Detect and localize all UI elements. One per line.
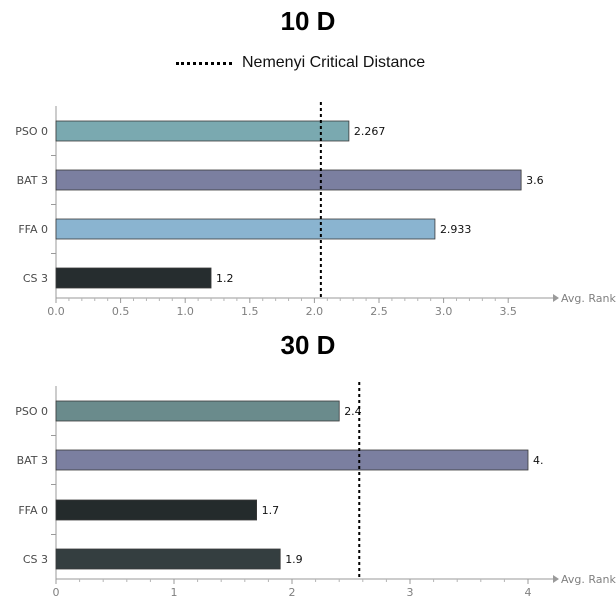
chart-10d-bar [55, 120, 350, 142]
legend: Nemenyi Critical Distance [176, 52, 425, 74]
chart-10d: 0.0 0.5 1.0 1.5 2.0 2.5 3.0 3.5 Avg. Rank PSO 0 2.… [15, 102, 616, 318]
chart-30d-data-label: 1.7 [262, 504, 280, 517]
chart-10d-x-tick-label: 1.5 [241, 305, 259, 318]
chart-30d-x-tick-label: 4 [525, 586, 532, 597]
chart-10d-category-label: FFA 0 [18, 223, 48, 236]
chart-10d-x-axis-arrow [553, 294, 559, 302]
chart-30d-x-axis-arrow [553, 575, 559, 583]
chart-30d-bar [55, 400, 340, 422]
chart-10d-x-axis-label: Avg. Rank [561, 292, 616, 305]
chart-30d-x-tick-label: 0 [53, 586, 60, 597]
chart-10d-bar [55, 218, 436, 240]
chart-10d-data-label: 2.267 [354, 125, 386, 138]
chart-30d-x-tick-label: 2 [289, 586, 296, 597]
chart-10d-x-tick-label: 2.0 [306, 305, 324, 318]
chart-30d-category-label: BAT 3 [17, 454, 48, 467]
chart-10d-bar [55, 267, 212, 289]
legend-dashed-line-icon [176, 61, 232, 65]
chart-30d-bar [55, 548, 281, 570]
chart-10d-bar [55, 169, 522, 191]
chart-10d-x-tick-label: 1.0 [176, 305, 194, 318]
chart-title-30d: 30 D [280, 330, 336, 360]
chart-30d-category-label: PSO 0 [15, 405, 48, 418]
chart-30d-data-label: 1.9 [285, 553, 303, 566]
chart-10d-data-label: 2.933 [440, 223, 472, 236]
chart-10d-category-label: CS 3 [23, 272, 48, 285]
legend-label: Nemenyi Critical Distance [242, 54, 426, 71]
chart-10d-x-tick-label: 2.5 [370, 305, 388, 318]
chart-30d-bar [55, 499, 258, 521]
chart-30d-x-tick-label: 1 [171, 586, 178, 597]
chart-10d-category-label: PSO 0 [15, 125, 48, 138]
chart-10d-x-tick-label: 0.5 [112, 305, 130, 318]
chart-10d-data-label: 3.6 [526, 174, 544, 187]
chart-30d-x-axis-label: Avg. Rank [561, 573, 616, 586]
chart-10d-x-tick-label: 3.5 [499, 305, 517, 318]
chart-title-10d: 10 D [280, 6, 336, 36]
chart-30d-category-label: CS 3 [23, 553, 48, 566]
chart-10d-data-label: 1.2 [216, 272, 234, 285]
chart-30d-data-label: 2.4 [344, 405, 362, 418]
chart-30d-x-tick-label: 3 [407, 586, 414, 597]
chart-10d-category-label: BAT 3 [17, 174, 48, 187]
chart-30d-bar [55, 449, 529, 471]
chart-30d-data-label: 4. [533, 454, 544, 467]
chart-30d-category-label: FFA 0 [18, 504, 48, 517]
chart-10d-x-tick-label: 3.0 [435, 305, 453, 318]
chart-10d-x-tick-label: 0.0 [47, 305, 65, 318]
